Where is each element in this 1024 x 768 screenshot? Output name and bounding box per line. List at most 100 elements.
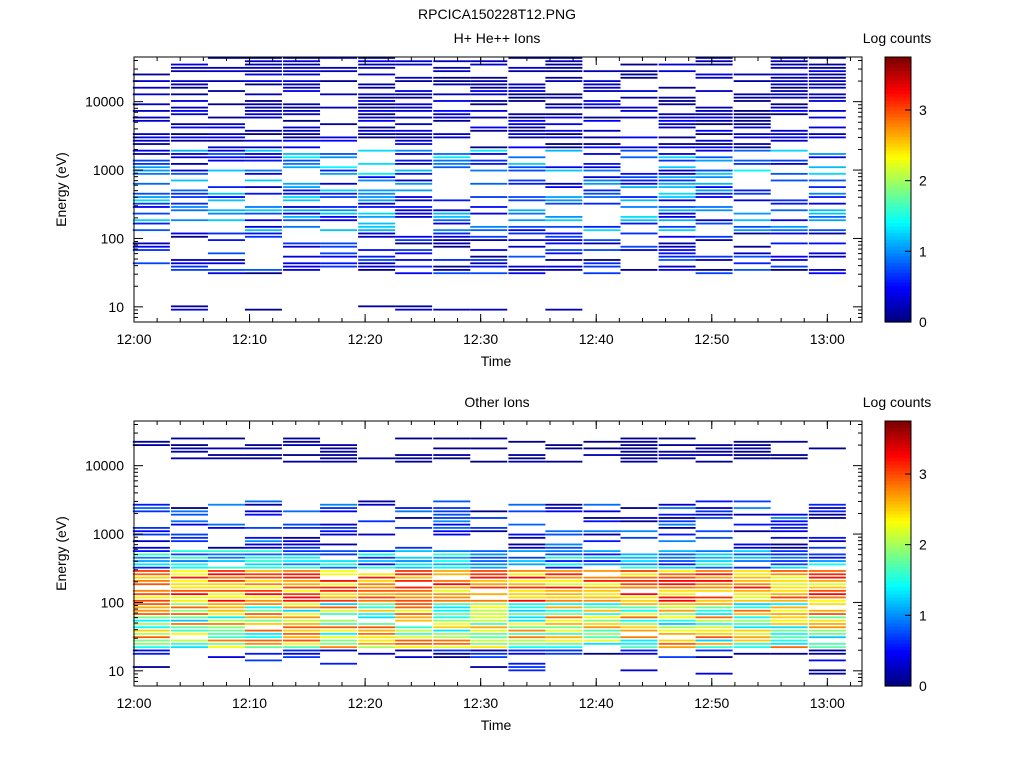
heatmap-cell — [433, 623, 471, 625]
heatmap-cell — [470, 437, 508, 440]
y-tick-label: 1000 — [93, 526, 124, 542]
heatmap-cell — [583, 629, 621, 632]
heatmap-cell — [244, 186, 282, 188]
heatmap-cell — [244, 139, 282, 142]
heatmap-cell — [808, 613, 846, 615]
heatmap-cell — [283, 129, 321, 132]
heatmap-cell — [358, 199, 396, 202]
heatmap-cell — [808, 633, 846, 635]
heatmap-cell — [132, 196, 170, 198]
heatmap-cell — [358, 265, 396, 268]
heatmap-cell — [283, 573, 321, 576]
heatmap-cell — [545, 76, 583, 79]
heatmap-cell — [244, 513, 282, 516]
heatmap-cell — [658, 176, 696, 179]
heatmap-cell — [695, 656, 733, 658]
heatmap-cell — [508, 580, 546, 582]
heatmap-cell — [733, 513, 771, 516]
colorbar-segment — [885, 467, 911, 472]
heatmap-cell — [508, 523, 546, 526]
heatmap-cell — [770, 596, 808, 599]
colorbar-segment — [885, 583, 911, 588]
heatmap-cell — [545, 63, 583, 66]
heatmap-cell — [733, 523, 771, 526]
heatmap-cell — [733, 440, 771, 443]
heatmap-cell — [545, 570, 583, 572]
heatmap-cell — [358, 533, 396, 536]
heatmap-cell — [433, 113, 471, 116]
heatmap-cell — [583, 143, 621, 145]
heatmap-cell — [545, 560, 583, 562]
heatmap-cell — [658, 116, 696, 119]
colorbar-tick-label: 1 — [919, 607, 927, 623]
heatmap-cell — [508, 460, 546, 463]
colorbar-segment — [885, 679, 911, 684]
heatmap-cell — [695, 636, 733, 639]
heatmap-cell — [244, 546, 282, 549]
heatmap-cell — [170, 603, 208, 605]
heatmap-cell — [358, 63, 396, 66]
heatmap-cell — [395, 265, 433, 268]
heatmap-cell — [545, 543, 583, 546]
heatmap-cell — [470, 642, 508, 645]
heatmap-cell — [583, 136, 621, 139]
heatmap-cell — [733, 616, 771, 619]
heatmap-cell — [508, 166, 546, 169]
heatmap-cell — [395, 563, 433, 566]
heatmap-cell — [695, 235, 733, 238]
colorbar-segment — [885, 666, 911, 671]
heatmap-cell — [320, 629, 358, 632]
heatmap-cell — [433, 570, 471, 572]
heatmap-cell — [583, 530, 621, 533]
heatmap-cell — [770, 633, 808, 635]
heatmap-cell — [620, 96, 658, 99]
heatmap-cell — [207, 219, 245, 222]
heatmap-cell — [433, 76, 471, 79]
heatmap-cell — [733, 593, 771, 596]
heatmap-cell — [470, 76, 508, 79]
heatmap-cell — [620, 269, 658, 271]
heatmap-cell — [132, 563, 170, 566]
heatmap-cell — [395, 106, 433, 109]
heatmap-cell — [132, 533, 170, 536]
heatmap-cell — [545, 566, 583, 569]
heatmap-cell — [658, 265, 696, 268]
heatmap-cell — [433, 513, 471, 516]
heatmap-cell — [770, 536, 808, 539]
heatmap-cell — [808, 586, 846, 589]
heatmap-cell — [395, 272, 433, 275]
heatmap-cell — [545, 606, 583, 609]
heatmap-cell — [207, 527, 245, 529]
heatmap-cell — [545, 530, 583, 533]
heatmap-cell — [733, 500, 771, 503]
heatmap-cell — [808, 583, 846, 586]
heatmap-cell — [283, 245, 321, 248]
heatmap-cell — [470, 646, 508, 649]
heatmap-cell — [395, 308, 433, 311]
heatmap-cell — [283, 110, 321, 112]
heatmap-cell — [508, 255, 546, 258]
heatmap-cell — [620, 454, 658, 456]
heatmap-cell — [132, 527, 170, 529]
heatmap-cell — [470, 129, 508, 132]
heatmap-cell — [508, 219, 546, 222]
heatmap-cell — [508, 265, 546, 268]
colorbar-segment — [885, 318, 911, 323]
heatmap-cell — [470, 656, 508, 658]
colorbar-segment — [885, 189, 911, 194]
heatmap-cell — [395, 196, 433, 198]
heatmap-cell — [508, 642, 546, 645]
heatmap-cell — [808, 563, 846, 566]
heatmap-cell — [658, 589, 696, 592]
heatmap-cell — [170, 550, 208, 552]
heatmap-cell — [358, 222, 396, 225]
heatmap-cell — [470, 556, 508, 559]
heatmap-cell — [433, 520, 471, 523]
colorbar-segment — [885, 172, 911, 177]
heatmap-cell — [320, 209, 358, 212]
heatmap-cell — [470, 527, 508, 529]
heatmap-cell — [433, 159, 471, 162]
heatmap-cell — [470, 100, 508, 102]
colorbar-segment — [885, 100, 911, 104]
heatmap-cell — [207, 626, 245, 629]
